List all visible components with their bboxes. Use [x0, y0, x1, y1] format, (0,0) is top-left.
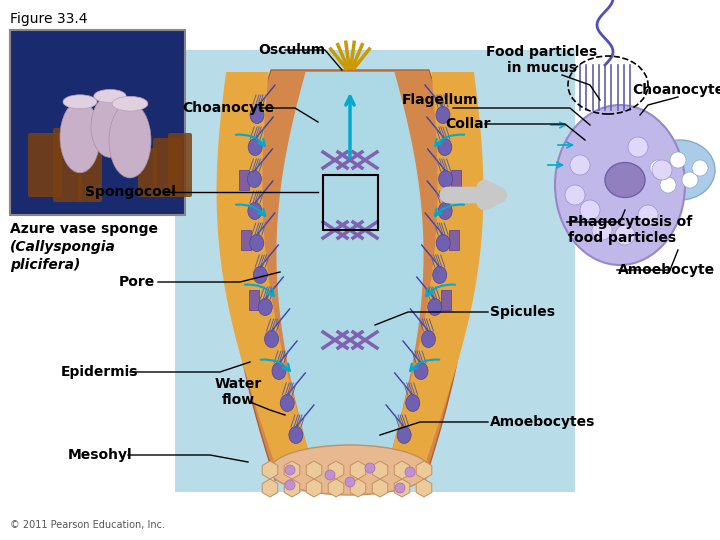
Ellipse shape [414, 362, 428, 380]
Polygon shape [217, 72, 312, 465]
FancyBboxPatch shape [138, 148, 157, 197]
Text: Phagocytosis of
food particles: Phagocytosis of food particles [568, 215, 692, 245]
FancyBboxPatch shape [451, 170, 461, 190]
Ellipse shape [436, 106, 450, 124]
Ellipse shape [280, 395, 294, 411]
Ellipse shape [433, 267, 446, 284]
FancyBboxPatch shape [28, 133, 62, 197]
Circle shape [285, 465, 295, 475]
Circle shape [345, 477, 355, 487]
Circle shape [395, 483, 405, 493]
Text: Pore: Pore [119, 275, 155, 289]
Ellipse shape [421, 330, 436, 348]
Text: (Callyspongia: (Callyspongia [10, 240, 116, 254]
FancyBboxPatch shape [153, 138, 182, 197]
FancyBboxPatch shape [241, 230, 251, 250]
FancyBboxPatch shape [10, 30, 185, 215]
Circle shape [682, 172, 698, 188]
FancyBboxPatch shape [168, 133, 192, 197]
Ellipse shape [248, 138, 262, 156]
Ellipse shape [63, 95, 97, 109]
Text: Food particles
in mucus: Food particles in mucus [487, 45, 598, 75]
Text: Collar: Collar [445, 117, 491, 131]
Circle shape [692, 160, 708, 176]
Text: Mesohyl: Mesohyl [68, 448, 132, 462]
Ellipse shape [250, 106, 264, 124]
FancyBboxPatch shape [249, 290, 259, 310]
Ellipse shape [264, 330, 279, 348]
Text: Amoebocyte: Amoebocyte [618, 263, 715, 277]
FancyBboxPatch shape [449, 230, 459, 250]
Circle shape [565, 185, 585, 205]
Polygon shape [233, 70, 467, 480]
Ellipse shape [109, 103, 151, 178]
Text: Osculum: Osculum [258, 43, 325, 57]
FancyBboxPatch shape [441, 290, 451, 310]
Text: © 2011 Pearson Education, Inc.: © 2011 Pearson Education, Inc. [10, 520, 165, 530]
Circle shape [580, 200, 600, 220]
Text: Choanocyte: Choanocyte [632, 83, 720, 97]
Ellipse shape [555, 105, 685, 265]
Circle shape [660, 177, 676, 193]
Ellipse shape [94, 90, 126, 103]
Ellipse shape [605, 163, 645, 198]
FancyBboxPatch shape [239, 170, 249, 190]
Polygon shape [388, 72, 483, 465]
Ellipse shape [438, 138, 452, 156]
Circle shape [405, 467, 415, 477]
Ellipse shape [397, 427, 411, 443]
Ellipse shape [253, 267, 267, 284]
Ellipse shape [248, 202, 262, 219]
FancyBboxPatch shape [53, 128, 82, 202]
Ellipse shape [250, 234, 264, 252]
Polygon shape [276, 72, 423, 465]
Circle shape [652, 160, 672, 180]
Ellipse shape [289, 427, 303, 443]
Ellipse shape [248, 171, 261, 187]
Circle shape [638, 205, 658, 225]
FancyBboxPatch shape [175, 50, 575, 492]
Ellipse shape [438, 171, 453, 187]
Ellipse shape [112, 96, 148, 111]
Circle shape [285, 480, 295, 490]
Circle shape [592, 220, 612, 240]
Text: Spicules: Spicules [490, 305, 555, 319]
Text: Water
flow: Water flow [215, 377, 261, 407]
Ellipse shape [258, 299, 272, 315]
Text: Epidermis: Epidermis [61, 365, 139, 379]
Text: Azure vase sponge: Azure vase sponge [10, 222, 158, 236]
Ellipse shape [406, 395, 420, 411]
Circle shape [650, 160, 666, 176]
Text: Spongocoel: Spongocoel [84, 185, 176, 199]
Text: plicifera): plicifera) [10, 258, 81, 272]
Circle shape [670, 152, 686, 168]
Text: Figure 33.4: Figure 33.4 [10, 12, 88, 26]
Ellipse shape [438, 202, 452, 219]
Ellipse shape [60, 102, 100, 173]
Ellipse shape [91, 96, 129, 157]
Ellipse shape [645, 140, 715, 200]
Ellipse shape [428, 299, 442, 315]
Text: Choanocyte: Choanocyte [182, 101, 274, 115]
Ellipse shape [270, 445, 430, 495]
Circle shape [570, 155, 590, 175]
Circle shape [325, 470, 335, 480]
Circle shape [628, 137, 648, 157]
Circle shape [615, 225, 635, 245]
Circle shape [365, 463, 375, 473]
Text: Flagellum: Flagellum [402, 93, 478, 107]
Ellipse shape [436, 234, 450, 252]
FancyBboxPatch shape [78, 148, 102, 202]
Text: Amoebocytes: Amoebocytes [490, 415, 595, 429]
Ellipse shape [272, 362, 286, 380]
